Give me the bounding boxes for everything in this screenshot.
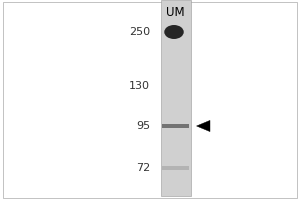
Ellipse shape: [164, 25, 184, 39]
Text: 95: 95: [136, 121, 150, 131]
Bar: [160, 0, 190, 196]
Text: 130: 130: [129, 81, 150, 91]
Bar: [162, 124, 189, 128]
Text: 250: 250: [129, 27, 150, 37]
Polygon shape: [196, 120, 210, 132]
Text: UM: UM: [166, 6, 185, 19]
Text: 72: 72: [136, 163, 150, 173]
Bar: [162, 166, 189, 170]
